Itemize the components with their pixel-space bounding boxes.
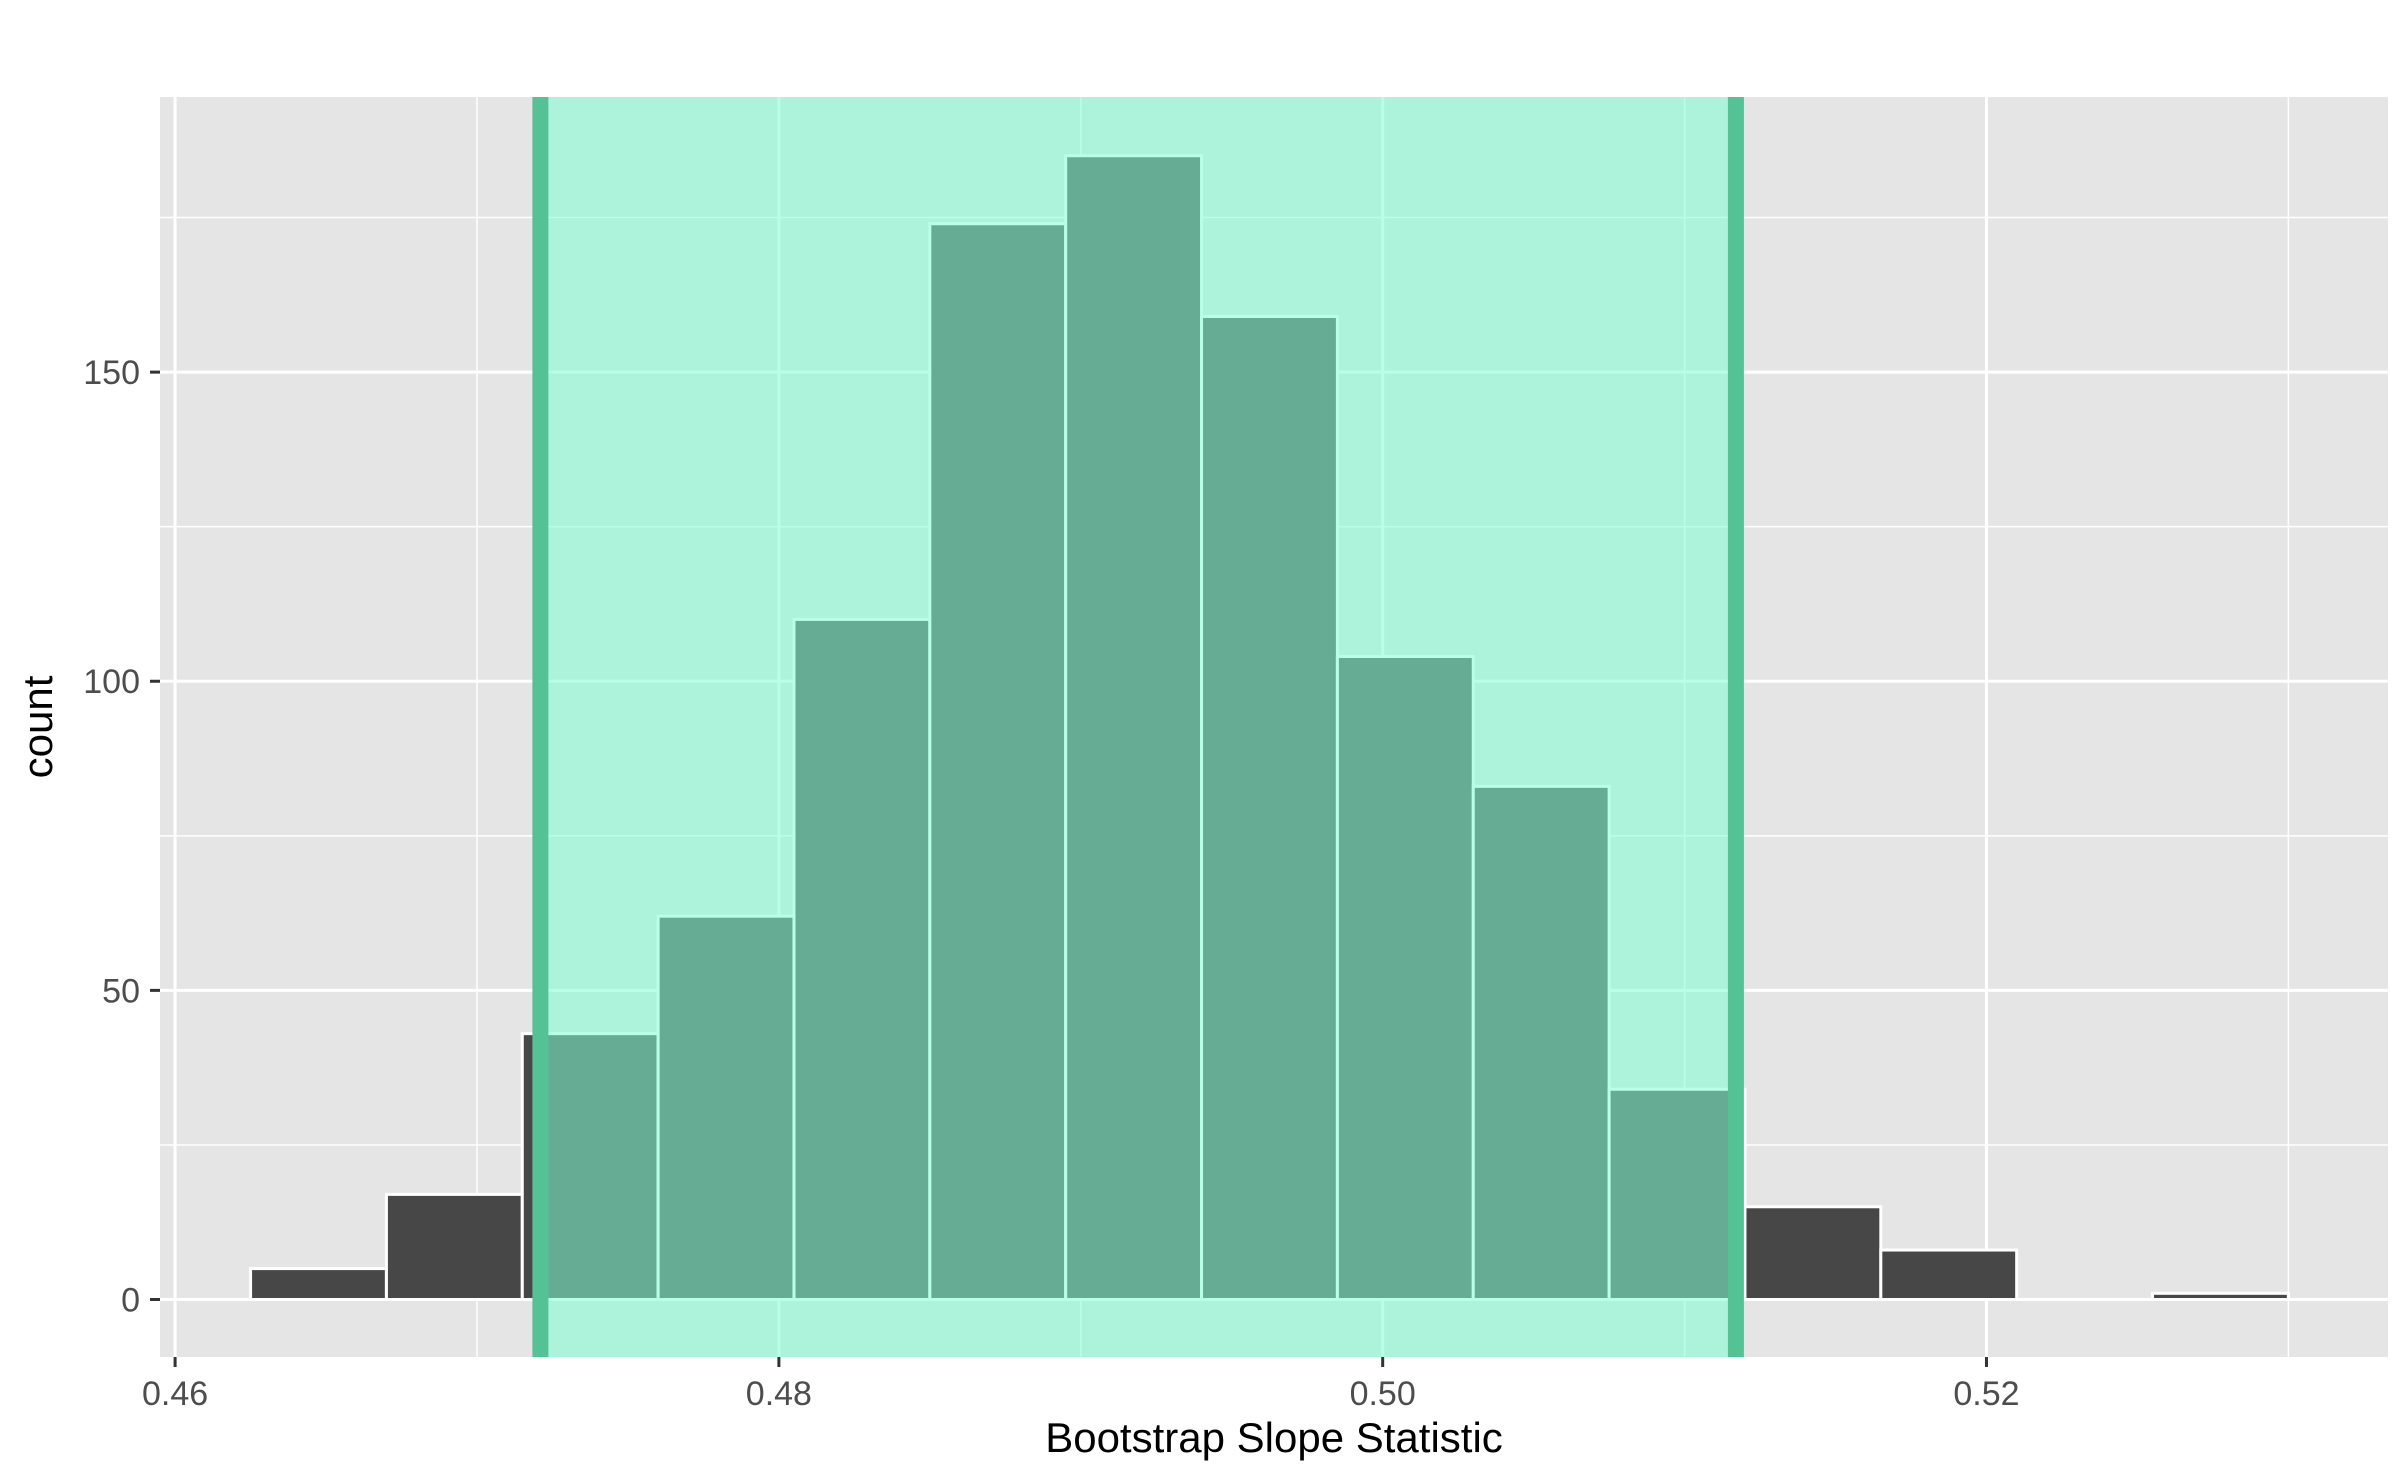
histogram-bar <box>1879 1248 2019 1302</box>
axis-ticks <box>150 370 1988 1367</box>
histogram-bar <box>249 1267 388 1302</box>
confidence-interval-shade <box>540 97 1736 1357</box>
y-tick-label: 0 <box>121 1282 140 1320</box>
x-tick-label: 0.48 <box>746 1375 812 1413</box>
histogram-bar <box>2151 1291 2290 1302</box>
y-tick-label: 100 <box>83 663 140 701</box>
y-tick-label: 150 <box>83 354 140 392</box>
x-tick-label: 0.46 <box>142 1375 208 1413</box>
y-axis-title: count <box>14 675 61 778</box>
histogram-bar <box>384 1192 524 1302</box>
axis-tick-labels: 0.46 0.48 0.50 0.52 0 50 100 150 <box>83 354 2019 1413</box>
y-tick-label: 50 <box>102 972 140 1010</box>
x-axis-title: Bootstrap Slope Statistic <box>1045 1414 1503 1461</box>
x-tick-label: 0.50 <box>1350 1375 1416 1413</box>
histogram-bar <box>1743 1205 1883 1302</box>
x-tick-label: 0.52 <box>1953 1375 2019 1413</box>
